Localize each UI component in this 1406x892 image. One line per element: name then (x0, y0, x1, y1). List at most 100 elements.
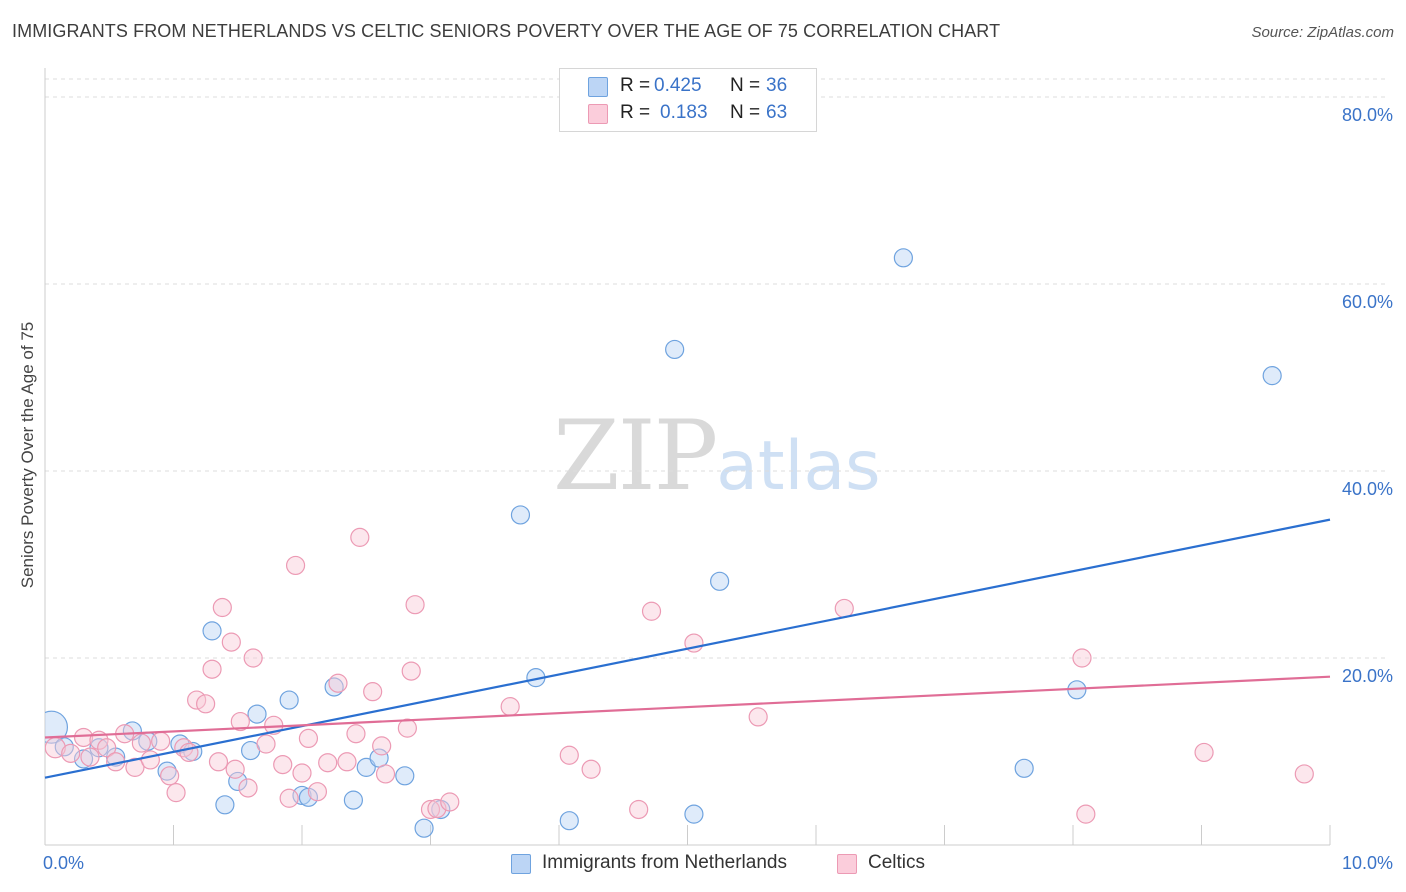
netherlands-point (247, 704, 267, 724)
celtics-point (256, 734, 276, 754)
celtics-point (581, 759, 601, 779)
points-layer (45, 248, 1403, 838)
celtics-point (1194, 742, 1214, 763)
celtics-point (80, 747, 100, 767)
celtics-point (748, 707, 768, 727)
celtics-point (131, 733, 151, 753)
watermark-zip: ZIP (553, 400, 718, 512)
celtics-swatch (588, 104, 608, 124)
netherlands-point (215, 795, 235, 815)
watermark: ZIPatlas (553, 400, 881, 512)
netherlands-point (510, 505, 531, 525)
celtics-point (500, 697, 520, 717)
celtics-point (160, 766, 180, 786)
celtics-point (140, 750, 160, 770)
celtics-point (202, 659, 222, 679)
celtics-point (196, 694, 216, 714)
celtics-point (834, 598, 854, 619)
celtics-point (97, 738, 117, 758)
r-value: 0.183 (660, 102, 708, 123)
celtics-point (212, 597, 232, 618)
netherlands-point (298, 787, 319, 807)
celtics-point (420, 799, 441, 820)
celtics-point (401, 661, 421, 681)
celtics-point (372, 736, 392, 756)
celtics-point (440, 792, 460, 812)
watermark-atlas: atlas (716, 427, 881, 506)
celtics-point (559, 745, 579, 765)
netherlands-point (45, 710, 69, 744)
celtics-point (1072, 648, 1092, 668)
netherlands-point (893, 248, 913, 268)
celtics-point (279, 788, 299, 808)
celtics-point (221, 632, 241, 652)
x-tick-label-max: 10.0% (1342, 853, 1393, 873)
netherlands-point (414, 818, 434, 838)
y-tick-label: 80.0% (1342, 105, 1393, 125)
netherlands-point (710, 571, 730, 591)
celtics-point (73, 727, 94, 748)
celtics-point (179, 742, 199, 763)
n-value: 36 (766, 75, 788, 96)
netherlands-point (228, 771, 248, 792)
legend-label-netherlands: Immigrants from Netherlands (542, 852, 787, 873)
source-label: Source: ZipAtlas.com (1251, 24, 1394, 41)
celtics-point (1385, 630, 1403, 648)
netherlands-point (324, 677, 344, 697)
celtics-point (641, 601, 662, 621)
legend-label-celtics: Celtics (868, 852, 926, 873)
celtics-point (208, 752, 229, 772)
legend-swatch-celtics (837, 854, 857, 874)
stats-row-celtics: R = 0.183 N = 63 (560, 100, 816, 126)
celtics-point (298, 728, 319, 749)
celtics-point (151, 731, 171, 751)
y-tick-label: 40.0% (1342, 479, 1393, 499)
celtics-point (238, 778, 258, 798)
celtics-trend-line (44, 675, 1331, 739)
n-label: N = (730, 75, 761, 96)
celtics-point (375, 764, 396, 784)
r-label: R = (620, 75, 651, 96)
celtics-point (350, 527, 370, 547)
celtics-point (285, 555, 306, 576)
n-value: 63 (766, 102, 788, 123)
netherlands-point (1262, 366, 1282, 386)
netherlands-swatch (588, 77, 608, 97)
stats-row-netherlands: R = 0.425 N = 36 (560, 73, 816, 99)
y-tick-label: 20.0% (1342, 666, 1393, 686)
netherlands-point (684, 804, 704, 824)
celtics-point (230, 711, 250, 732)
celtics-point (1076, 804, 1096, 824)
celtics-point (307, 782, 328, 802)
celtics-point (397, 718, 417, 738)
celtics-point (273, 754, 293, 775)
y-axis-label: Seniors Poverty Over the Age of 75 (18, 321, 37, 589)
series-legend: Immigrants from Netherlands Celtics (0, 852, 1406, 878)
n-label: N = (730, 102, 761, 123)
x-tick-label-min: 0.0% (43, 853, 84, 873)
netherlands-point (1014, 758, 1034, 778)
netherlands-point (356, 757, 376, 777)
y-tick-label: 60.0% (1342, 292, 1393, 312)
netherlands-point (343, 790, 363, 810)
legend-swatch-netherlands (511, 854, 531, 874)
chart-title: IMMIGRANTS FROM NETHERLANDS VS CELTIC SE… (12, 21, 1001, 41)
netherlands-point (559, 811, 579, 831)
celtics-point (1294, 764, 1314, 784)
celtics-point (225, 759, 245, 779)
celtics-point (292, 763, 312, 783)
celtics-point (363, 682, 383, 702)
celtics-point (328, 673, 348, 693)
celtics-point (243, 648, 263, 668)
celtics-point (405, 595, 425, 615)
celtics-point (346, 724, 366, 744)
netherlands-point (395, 766, 415, 786)
celtics-point (125, 757, 145, 777)
netherlands-point (279, 690, 299, 710)
celtics-point (337, 752, 357, 772)
netherlands-point (665, 339, 685, 360)
r-label: R = (620, 102, 651, 123)
celtics-point (629, 799, 649, 820)
netherlands-trend-line (44, 518, 1331, 779)
